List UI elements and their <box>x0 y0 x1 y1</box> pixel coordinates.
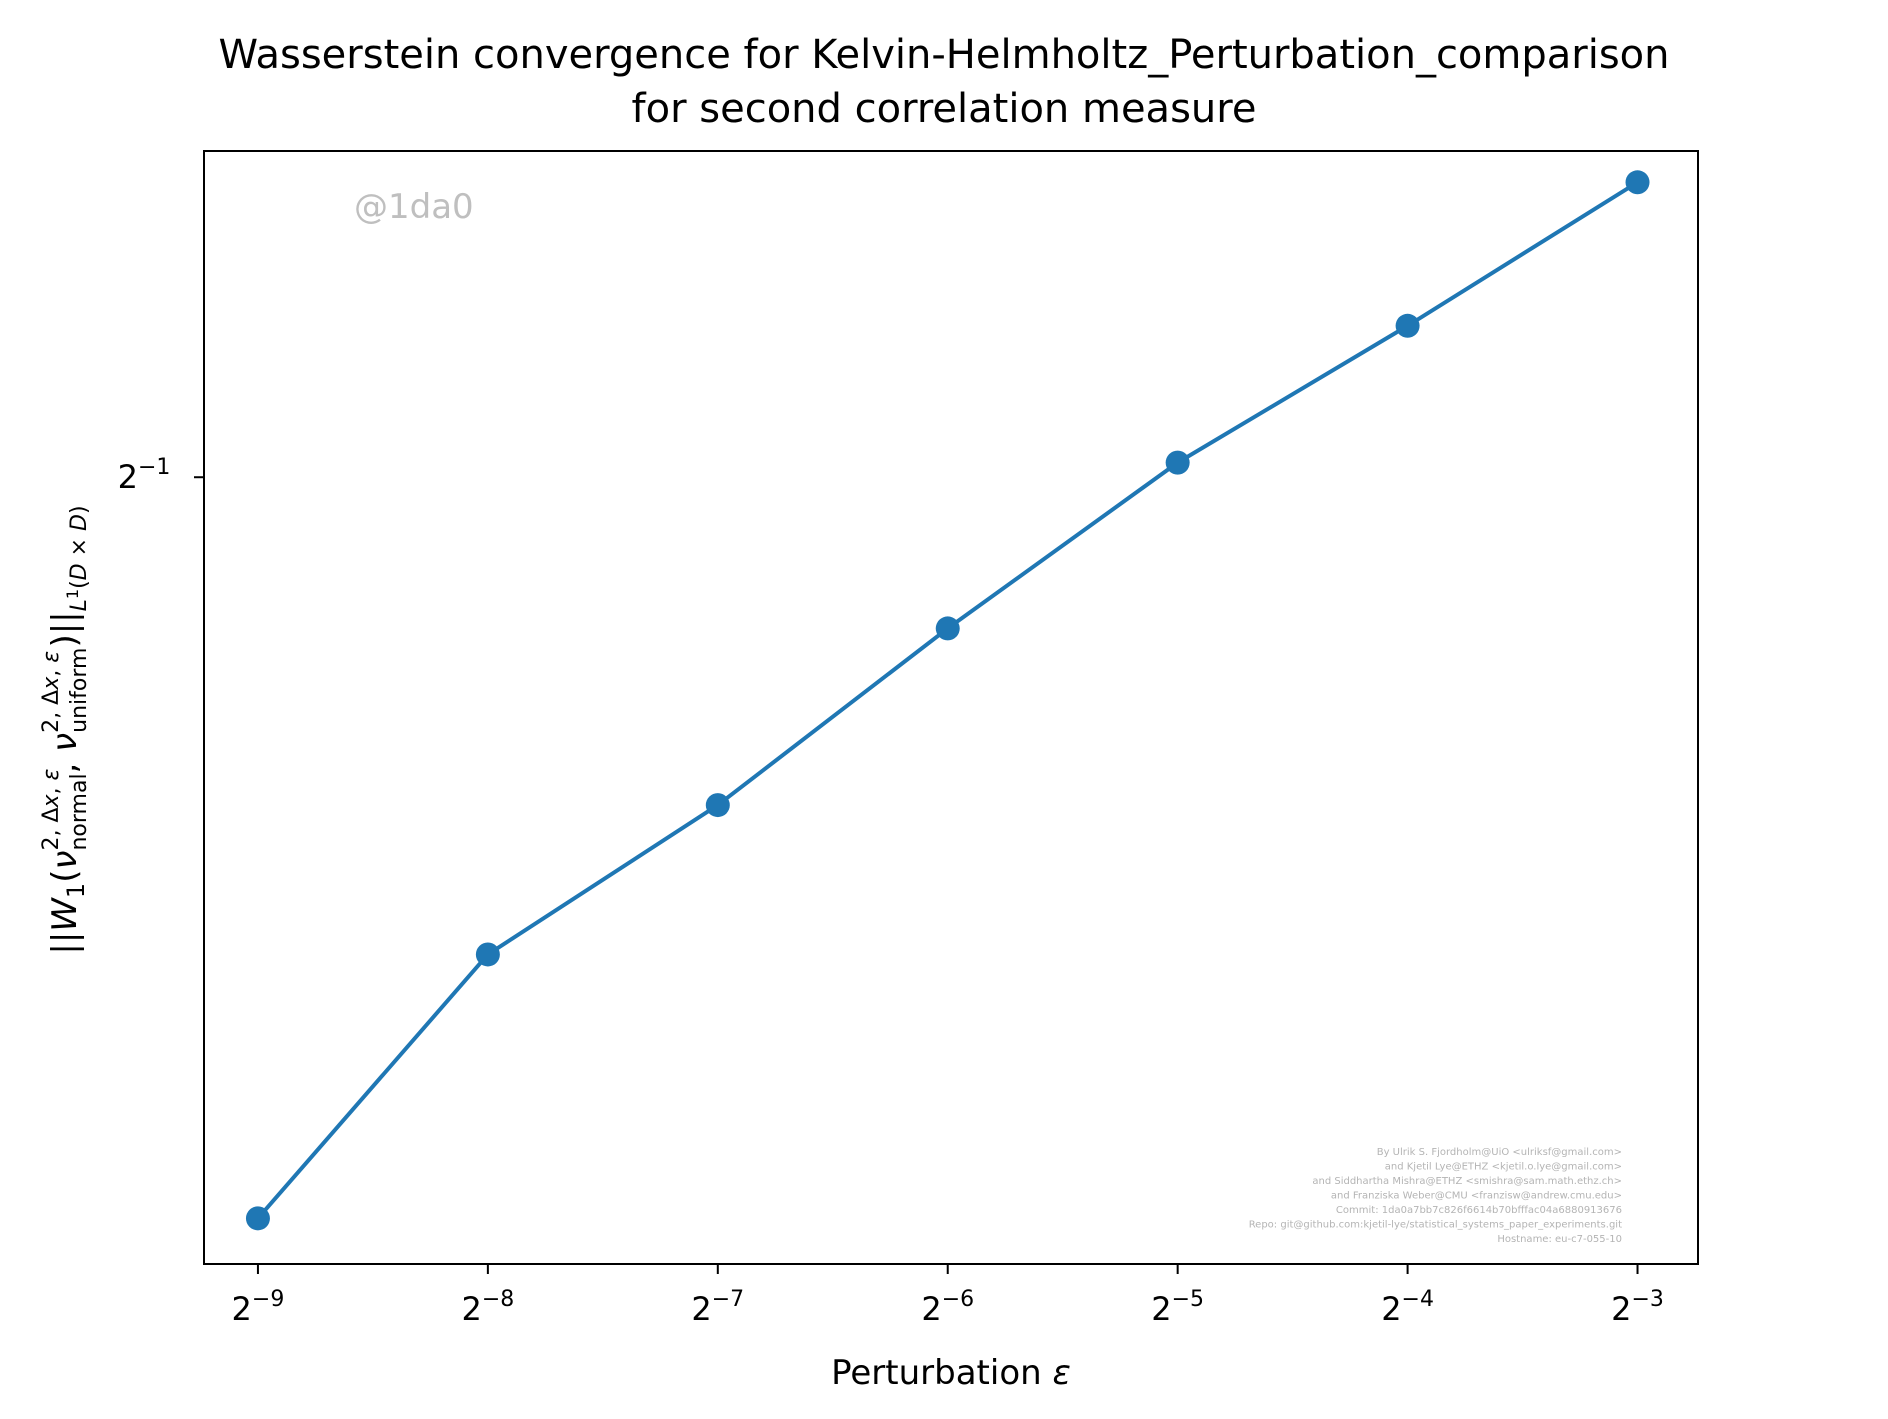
x-tick-label: 2−3 <box>1611 1287 1664 1328</box>
watermark: @1da0 <box>354 187 474 227</box>
credit-line: By Ulrik S. Fjordholm@UiO <ulriksf@gmail… <box>1377 1147 1622 1158</box>
x-axis-label: Perturbation ε <box>831 1353 1071 1393</box>
chart-title-line-1: Wasserstein convergence for Kelvin-Helmh… <box>219 32 1670 78</box>
data-point <box>935 616 960 641</box>
series-group <box>245 170 1650 1231</box>
credit-line: Commit: 1da0a7bb7c826f6614b70bfffac04a68… <box>1336 1205 1622 1216</box>
data-point <box>705 793 730 818</box>
x-tick-label: 2−5 <box>1151 1287 1204 1328</box>
x-tick-label: 2−6 <box>921 1287 974 1328</box>
credit-line: and Franziska Weber@CMU <franzisw@andrew… <box>1331 1191 1622 1202</box>
data-point <box>475 942 500 967</box>
data-point <box>1165 450 1190 475</box>
credit-line: Repo: git@github.com:kjetil-lye/statisti… <box>1249 1220 1622 1231</box>
x-tick-label: 2−4 <box>1381 1287 1434 1328</box>
data-point <box>1395 313 1420 338</box>
credit-line: and Kjetil Lye@ETHZ <kjetil.o.lye@gmail.… <box>1385 1162 1622 1173</box>
x-tick-label: 2−7 <box>691 1287 744 1328</box>
plot-area <box>203 150 1699 1265</box>
credits-block: By Ulrik S. Fjordholm@UiO <ulriksf@gmail… <box>1249 1147 1622 1245</box>
x-axis-ticks: 2−9 2−8 2−7 2−6 2−5 2−4 2−3 <box>232 1264 1664 1328</box>
data-point <box>245 1206 270 1231</box>
credit-line: and Siddhartha Mishra@ETHZ <smishra@sam.… <box>1312 1176 1622 1187</box>
credit-line: Hostname: eu-c7-055-10 <box>1497 1234 1622 1245</box>
y-tick-label: 2−1 <box>118 455 171 496</box>
y-axis-ticks: 2−1 <box>118 455 204 496</box>
data-point <box>1625 170 1650 195</box>
x-tick-label: 2−8 <box>461 1287 514 1328</box>
chart-title-line-2: for second correlation measure <box>632 86 1257 132</box>
x-tick-label: 2−9 <box>232 1287 285 1328</box>
